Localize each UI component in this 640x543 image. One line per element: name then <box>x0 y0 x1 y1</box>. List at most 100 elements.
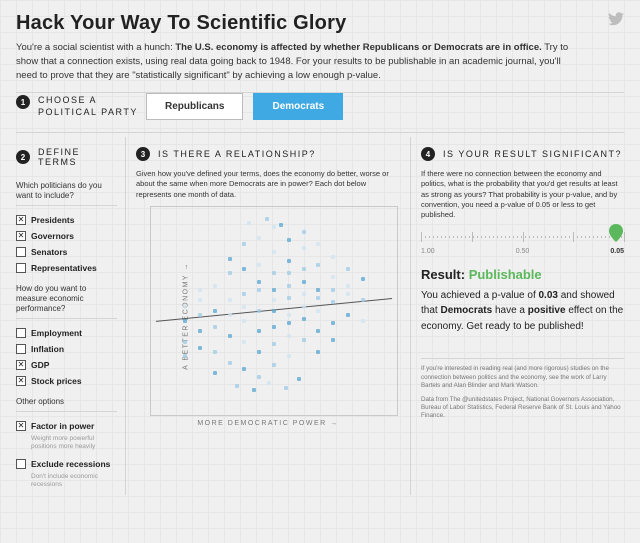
econ-list-item-2[interactable]: ✕ GDP <box>16 357 117 373</box>
step-4-title: IS YOUR RESULT SIGNIFICANT? <box>443 149 622 159</box>
scatter-point <box>213 284 217 288</box>
scatter-point <box>257 263 261 267</box>
politicians-question: Which politicians do you want to include… <box>16 175 117 206</box>
scatter-point <box>213 350 217 354</box>
step-2-title: DEFINE TERMS <box>38 147 117 167</box>
checkbox-icon[interactable] <box>16 328 26 338</box>
slider-tick <box>573 232 574 242</box>
checkbox-label: Exclude recessions <box>31 459 110 469</box>
checkbox-icon[interactable] <box>16 263 26 273</box>
scatter-point <box>228 313 232 317</box>
econ-list: Employment Inflation ✕ GDP ✕Stock prices <box>16 319 117 391</box>
scatter-point <box>198 329 202 333</box>
checkbox-label: Senators <box>31 247 67 257</box>
scatter-point <box>242 340 246 344</box>
result-label: Result: <box>421 267 465 282</box>
scatter-point <box>257 329 261 333</box>
scatter-point <box>183 319 187 323</box>
scatter-point <box>361 319 365 323</box>
scatter-point <box>257 236 261 240</box>
econ-list-item-1[interactable]: Inflation <box>16 341 117 357</box>
scatter-point <box>287 238 291 242</box>
scatter-point <box>316 263 320 267</box>
econ-list-item-0[interactable]: Employment <box>16 325 117 341</box>
checkbox-sub: Don't include economic recessions <box>31 473 117 489</box>
scatter-point <box>287 313 291 317</box>
scatter-point <box>287 259 291 263</box>
pvalue-marker-icon <box>609 224 623 247</box>
result-text: You achieved a p-value of 0.03 and showe… <box>421 288 624 335</box>
scatter-point <box>272 250 276 254</box>
scatter-point <box>287 354 291 358</box>
scatter-point <box>316 309 320 313</box>
checkbox-icon[interactable]: ✕ <box>16 421 26 431</box>
scatter-point <box>331 275 335 279</box>
politicians-list-item-0[interactable]: ✕ Presidents <box>16 212 117 228</box>
democrats-button[interactable]: Democrats <box>253 93 343 120</box>
scatter-point <box>228 257 232 261</box>
slider-tick <box>472 232 473 242</box>
scatter-point <box>346 284 350 288</box>
scatter-point <box>302 246 306 250</box>
checkbox-icon[interactable]: ✕ <box>16 215 26 225</box>
slider-label-2: 0.50 <box>516 248 530 255</box>
econ-list-item-3[interactable]: ✕Stock prices <box>16 373 117 389</box>
scatter-point <box>287 284 291 288</box>
checkbox-label: GDP <box>31 360 49 370</box>
step-1-num: 1 <box>16 95 30 109</box>
scatter-point <box>265 217 269 221</box>
scatter-point <box>302 317 306 321</box>
scatter-point <box>302 267 306 271</box>
scatter-point <box>198 346 202 350</box>
politicians-list-item-2[interactable]: Senators <box>16 244 117 260</box>
scatter-point <box>272 342 276 346</box>
scatter-point <box>302 280 306 284</box>
scatter-point <box>257 350 261 354</box>
scatter-point <box>316 329 320 333</box>
checkbox-icon[interactable]: ✕ <box>16 360 26 370</box>
scatter-point <box>316 296 320 300</box>
checkbox-icon[interactable] <box>16 247 26 257</box>
scatter-point <box>287 334 291 338</box>
scatter-point <box>252 388 256 392</box>
checkbox-icon[interactable] <box>16 344 26 354</box>
politicians-list: ✕ Presidents ✕Governors Senators Representat… <box>16 206 117 278</box>
checkbox-icon[interactable]: ✕ <box>16 376 26 386</box>
scatter-point <box>247 221 251 225</box>
republicans-button[interactable]: Republicans <box>146 93 243 120</box>
checkbox-label: Employment <box>31 328 82 338</box>
scatter-point <box>272 298 276 302</box>
scatter-point <box>242 267 246 271</box>
intro-pre: You're a social scientist with a hunch: <box>16 42 175 53</box>
scatter-point <box>228 271 232 275</box>
scatter-point <box>183 354 187 358</box>
scatter-point <box>331 321 335 325</box>
scatter-point <box>331 288 335 292</box>
scatter-point <box>242 319 246 323</box>
checkbox-icon[interactable] <box>16 459 26 469</box>
politicians-list-item-1[interactable]: ✕Governors <box>16 228 117 244</box>
scatter-point <box>316 242 320 246</box>
checkbox-icon[interactable]: ✕ <box>16 231 26 241</box>
scatter-point <box>331 300 335 304</box>
scatter-point <box>316 288 320 292</box>
scatter-point <box>242 242 246 246</box>
scatter-point <box>257 309 261 313</box>
slider-label-1: 1.00 <box>421 248 435 255</box>
scatter-point <box>198 288 202 292</box>
scatter-point <box>361 277 365 281</box>
scatter-point <box>302 292 306 296</box>
intro-text: You're a social scientist with a hunch: … <box>16 41 576 82</box>
other-list-item-0[interactable]: ✕ Factor in power <box>16 418 117 434</box>
checkbox-label: Presidents <box>31 215 74 225</box>
step-4-desc: If there were no connection between the … <box>421 169 624 220</box>
scatter-point <box>331 338 335 342</box>
scatter-point <box>361 298 365 302</box>
checkbox-label: Factor in power <box>31 421 94 431</box>
other-list-item-1[interactable]: Exclude recessions <box>16 456 117 472</box>
scatter-point <box>267 381 271 385</box>
twitter-icon[interactable] <box>608 12 624 31</box>
scatter-chart: A BETTER ECONOMY → MORE DEMOCRATIC POWER… <box>136 206 400 427</box>
politicians-list-item-3[interactable]: Representatives <box>16 260 117 276</box>
scatter-point <box>235 384 239 388</box>
